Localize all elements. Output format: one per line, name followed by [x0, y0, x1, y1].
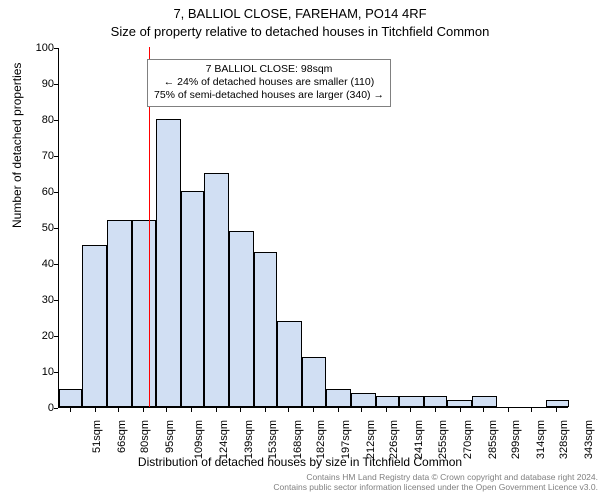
y-tick-label: 50 [24, 222, 54, 234]
x-tick-mark [70, 408, 71, 412]
x-tick-label: 343sqm [583, 420, 595, 459]
histogram-bar [326, 389, 351, 407]
x-tick-label: 80sqm [139, 420, 151, 453]
plot-area: 7 BALLIOL CLOSE: 98sqm← 24% of detached … [58, 48, 568, 408]
histogram-bar [107, 220, 132, 407]
y-tick-mark [54, 408, 58, 409]
x-tick-mark [118, 408, 119, 412]
x-tick-label: 255sqm [437, 420, 449, 459]
x-tick-mark [166, 408, 167, 412]
x-tick-label: 328sqm [558, 420, 570, 459]
histogram-bar [399, 396, 424, 407]
x-tick-label: 314sqm [535, 420, 547, 459]
y-tick-label: 20 [24, 330, 54, 342]
y-tick-label: 70 [24, 150, 54, 162]
histogram-bar [204, 173, 229, 407]
y-axis-label: Number of detached properties [10, 63, 24, 228]
chart-title-subtitle: Size of property relative to detached ho… [0, 24, 600, 39]
histogram-bar [424, 396, 447, 407]
y-tick-label: 0 [24, 402, 54, 414]
y-tick-label: 60 [24, 186, 54, 198]
footer-line1: Contains HM Land Registry data © Crown c… [306, 472, 598, 482]
annotation-line1: 7 BALLIOL CLOSE: 98sqm [206, 63, 333, 75]
x-tick-label: 139sqm [243, 420, 255, 459]
x-tick-label: 241sqm [413, 420, 425, 459]
histogram-bar [277, 321, 302, 407]
histogram-bar [472, 396, 497, 407]
y-tick-label: 30 [24, 294, 54, 306]
annotation-line2: ← 24% of detached houses are smaller (11… [164, 76, 375, 88]
x-tick-mark [410, 408, 411, 412]
histogram-bar [447, 400, 472, 407]
x-tick-mark [191, 408, 192, 412]
histogram-bar [59, 389, 82, 407]
y-tick-label: 90 [24, 78, 54, 90]
y-tick-label: 80 [24, 114, 54, 126]
x-tick-label: 212sqm [365, 420, 377, 459]
x-tick-mark [483, 408, 484, 412]
x-tick-mark [240, 408, 241, 412]
x-tick-label: 153sqm [267, 420, 279, 459]
histogram-bar [181, 191, 204, 407]
annotation-box: 7 BALLIOL CLOSE: 98sqm← 24% of detached … [147, 59, 391, 106]
histogram-bar [302, 357, 325, 407]
y-tick-label: 100 [24, 42, 54, 54]
x-tick-label: 109sqm [193, 420, 205, 459]
x-tick-mark [338, 408, 339, 412]
x-tick-mark [313, 408, 314, 412]
histogram-bar [351, 393, 376, 407]
histogram-bar [82, 245, 107, 407]
x-tick-label: 66sqm [116, 420, 128, 453]
y-tick-label: 40 [24, 258, 54, 270]
chart-title-address: 7, BALLIOL CLOSE, FAREHAM, PO14 4RF [0, 6, 600, 21]
histogram-bar [254, 252, 277, 407]
x-tick-label: 168sqm [292, 420, 304, 459]
x-tick-label: 95sqm [164, 420, 176, 453]
x-tick-label: 182sqm [315, 420, 327, 459]
x-tick-label: 270sqm [462, 420, 474, 459]
x-tick-mark [386, 408, 387, 412]
x-tick-label: 197sqm [340, 420, 352, 459]
x-tick-label: 226sqm [388, 420, 400, 459]
footer-line2: Contains public sector information licen… [273, 482, 598, 492]
x-tick-label: 299sqm [510, 420, 522, 459]
histogram-bar [229, 231, 254, 407]
histogram-bar [132, 220, 155, 407]
x-tick-mark [265, 408, 266, 412]
chart-container: 7, BALLIOL CLOSE, FAREHAM, PO14 4RF Size… [0, 0, 600, 500]
x-tick-mark [216, 408, 217, 412]
x-tick-mark [95, 408, 96, 412]
y-tick-label: 10 [24, 366, 54, 378]
x-tick-mark [460, 408, 461, 412]
x-tick-mark [361, 408, 362, 412]
histogram-bar [376, 396, 399, 407]
annotation-line3: 75% of semi-detached houses are larger (… [154, 89, 384, 101]
x-tick-mark [556, 408, 557, 412]
x-tick-mark [288, 408, 289, 412]
x-tick-mark [143, 408, 144, 412]
histogram-bar [156, 119, 181, 407]
x-tick-label: 51sqm [91, 420, 103, 453]
x-tick-label: 124sqm [218, 420, 230, 459]
x-tick-mark [508, 408, 509, 412]
x-tick-mark [435, 408, 436, 412]
chart-footer: Contains HM Land Registry data © Crown c… [0, 472, 600, 492]
x-tick-mark [531, 408, 532, 412]
x-axis-label: Distribution of detached houses by size … [0, 455, 600, 469]
x-tick-label: 285sqm [487, 420, 499, 459]
histogram-bar [546, 400, 569, 407]
